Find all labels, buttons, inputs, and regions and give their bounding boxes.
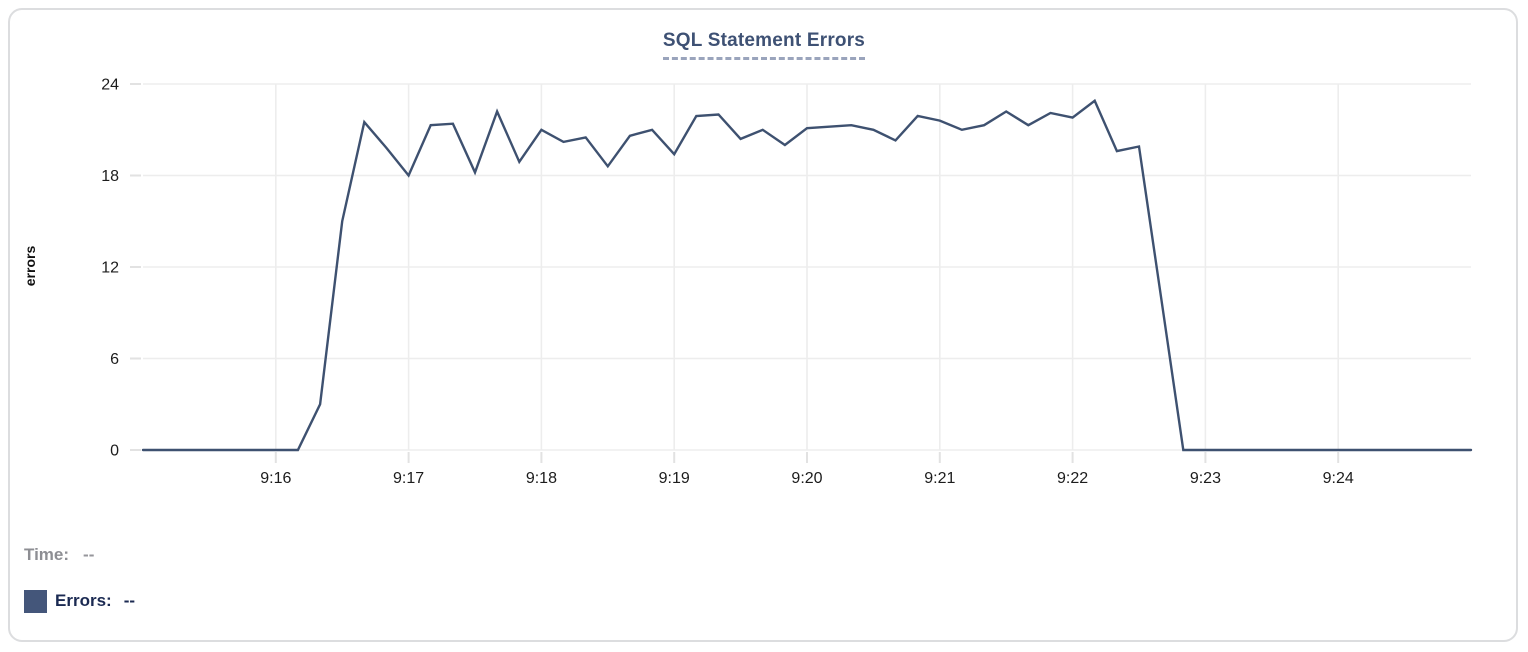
y-tick-label: 12 bbox=[101, 260, 119, 277]
y-axis-title-text: errors bbox=[22, 245, 38, 287]
tooltip-legend: Time: -- Errors: -- bbox=[24, 543, 135, 613]
x-tick-label: 9:19 bbox=[659, 470, 690, 487]
chart-title[interactable]: SQL Statement Errors bbox=[662, 30, 866, 60]
time-label: Time: bbox=[24, 545, 70, 564]
y-tick-label: 24 bbox=[101, 77, 119, 94]
x-tick-label: 9:17 bbox=[393, 470, 424, 487]
errors-line-chart[interactable]: 0 6 12 18 24 9:16 9:17 9:18 9:19 9:20 9:21 9:22 9:23… bbox=[0, 0, 1528, 500]
errors-series-swatch bbox=[24, 589, 47, 613]
x-tick-label: 9:22 bbox=[1057, 470, 1088, 487]
time-value: -- bbox=[83, 545, 95, 564]
chart-card bbox=[8, 8, 1518, 642]
x-tick-label: 9:16 bbox=[260, 470, 291, 487]
y-tick-label: 0 bbox=[110, 443, 119, 460]
y-tick-label: 6 bbox=[110, 351, 119, 368]
chart-header: SQL Statement Errors bbox=[0, 30, 1528, 60]
errors-label: Errors: bbox=[55, 591, 112, 610]
tooltip-errors-row: Errors: -- bbox=[24, 589, 135, 613]
x-tick-label: 9:21 bbox=[924, 470, 955, 487]
errors-series-line bbox=[141, 98, 1473, 452]
x-tick-label: 9:20 bbox=[791, 470, 822, 487]
x-tick-label: 9:23 bbox=[1190, 470, 1221, 487]
errors-value: -- bbox=[123, 591, 136, 610]
y-tick-label: 18 bbox=[101, 168, 119, 185]
x-tick-label: 9:24 bbox=[1323, 470, 1354, 487]
tooltip-time-row: Time: -- bbox=[24, 543, 135, 567]
x-tick-label: 9:18 bbox=[526, 470, 557, 487]
